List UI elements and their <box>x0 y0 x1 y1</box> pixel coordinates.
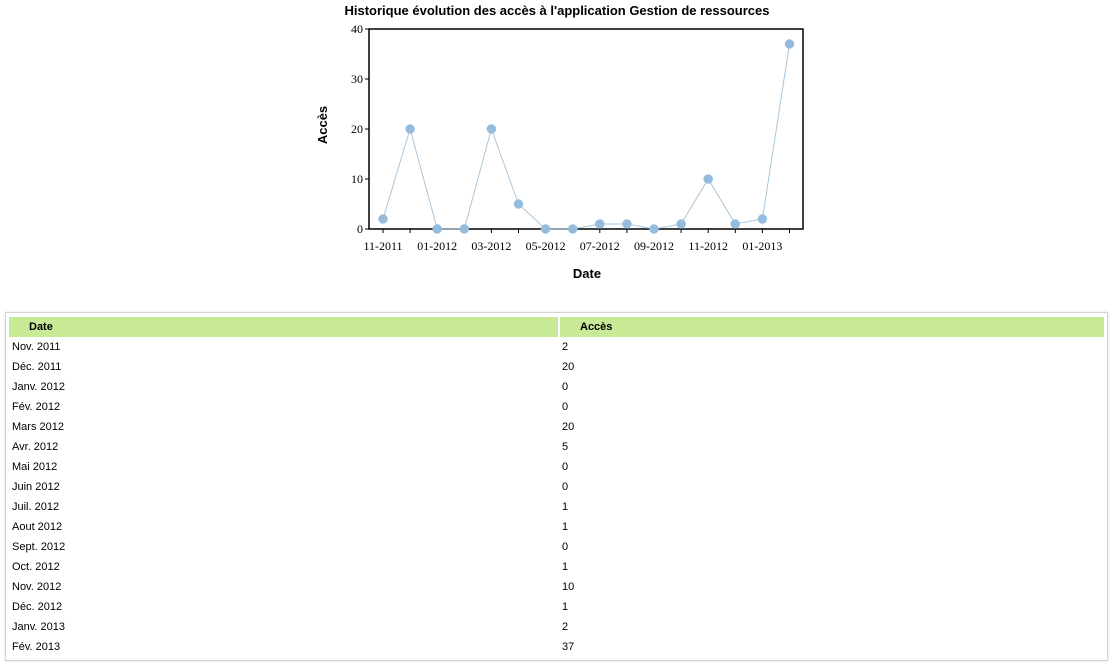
y-tick-label: 30 <box>351 72 363 86</box>
cell-date: Juin 2012 <box>12 481 60 493</box>
data-point[interactable] <box>757 214 768 224</box>
data-point[interactable] <box>459 224 470 234</box>
data-point[interactable] <box>540 224 551 234</box>
x-tick-label: 07-2012 <box>580 239 620 253</box>
cell-acces: 0 <box>562 541 569 553</box>
cell-acces: 0 <box>562 381 569 393</box>
cell-date: Juil. 2012 <box>12 501 60 513</box>
y-axis-label: Accès <box>315 106 330 144</box>
line-chart: Historique évolution des accès à l'appli… <box>315 3 804 281</box>
cell-acces: 1 <box>562 601 569 613</box>
y-tick-label: 20 <box>351 122 363 136</box>
table-row: Avr. 2012 5 <box>9 437 1104 457</box>
x-tick-label: 01-2012 <box>417 239 457 253</box>
table-row: Sept. 2012 0 <box>9 537 1104 557</box>
data-point[interactable] <box>378 214 388 224</box>
data-table: Date Accès Nov. 2011 2 Déc. 2011 20 Janv. 20… <box>9 317 1104 657</box>
table-row: Janv. 2013 2 <box>9 617 1104 637</box>
cell-date: Aout 2012 <box>12 521 63 533</box>
y-tick-label: 0 <box>357 222 363 236</box>
cell-date: Avr. 2012 <box>12 441 59 453</box>
cell-date: Janv. 2013 <box>12 621 66 633</box>
plot-frame <box>368 28 804 230</box>
data-point[interactable] <box>432 224 442 234</box>
table-row: Juil. 2012 1 <box>9 497 1104 517</box>
series-line <box>382 43 790 230</box>
cell-acces: 1 <box>562 521 569 533</box>
cell-date: Fév. 2013 <box>12 641 61 653</box>
cell-acces: 1 <box>562 501 569 513</box>
table-row: Juin 2012 0 <box>9 477 1104 497</box>
chart-title: Historique évolution des accès à l'appli… <box>344 3 769 18</box>
table-row: Fév. 2012 0 <box>9 397 1104 417</box>
table-row: Nov. 2011 2 <box>9 337 1104 357</box>
data-point[interactable] <box>567 224 578 234</box>
x-tick-label: 01-2013 <box>742 239 782 253</box>
cell-acces: 2 <box>562 621 569 633</box>
cell-date: Mars 2012 <box>12 421 64 433</box>
x-axis: 11-2011 01-2012 03-2012 05-2012 07-2012 09-20… <box>363 229 790 253</box>
table-row: Nov. 2012 10 <box>9 577 1104 597</box>
cell-acces: 20 <box>562 421 575 433</box>
data-point[interactable] <box>622 219 632 229</box>
cell-acces: 5 <box>562 441 569 453</box>
table-row: Déc. 2011 20 <box>9 357 1104 377</box>
y-tick-label: 40 <box>351 22 363 36</box>
table-row: Mai 2012 0 <box>9 457 1104 477</box>
cell-acces: 20 <box>562 361 575 373</box>
table-row: Mars 2012 20 <box>9 417 1104 437</box>
column-header-date[interactable]: Date <box>9 317 560 337</box>
x-tick-label: 03-2012 <box>471 239 511 253</box>
cell-date: Mai 2012 <box>12 461 58 473</box>
cell-date: Nov. 2011 <box>12 341 61 353</box>
data-table-panel: Date Accès Nov. 2011 2 Déc. 2011 20 Janv. 20… <box>5 312 1108 661</box>
cell-acces: 2 <box>562 341 569 353</box>
data-point[interactable] <box>513 199 524 209</box>
cell-acces: 0 <box>562 401 569 413</box>
table-header-row: Date Accès <box>9 317 1104 337</box>
cell-date: Fév. 2012 <box>12 401 61 413</box>
table-row: Oct. 2012 1 <box>9 557 1104 577</box>
x-tick-label: 05-2012 <box>526 239 566 253</box>
data-point[interactable] <box>676 219 686 229</box>
column-header-acces[interactable]: Accès <box>559 317 1104 337</box>
table-row: Aout 2012 1 <box>9 517 1104 537</box>
cell-date: Déc. 2012 <box>12 601 63 613</box>
data-point[interactable] <box>703 174 713 184</box>
table-row: Janv. 2012 0 <box>9 377 1104 397</box>
cell-date: Oct. 2012 <box>12 561 60 573</box>
y-tick-label: 10 <box>351 172 363 186</box>
x-axis-label: Date <box>573 266 601 281</box>
data-point[interactable] <box>730 219 741 229</box>
cell-acces: 37 <box>562 641 575 653</box>
cell-acces: 0 <box>562 461 569 473</box>
data-point[interactable] <box>486 124 497 134</box>
cell-acces: 0 <box>562 481 569 493</box>
table-body: Nov. 2011 2 Déc. 2011 20 Janv. 2012 0 Fév. 201… <box>9 337 1104 657</box>
table-row: Déc. 2012 1 <box>9 597 1104 617</box>
data-point[interactable] <box>784 39 795 49</box>
cell-acces: 10 <box>562 581 575 593</box>
x-tick-label: 11-2011 <box>363 239 402 253</box>
data-point[interactable] <box>595 219 605 229</box>
x-tick-label: 09-2012 <box>634 239 674 253</box>
cell-acces: 1 <box>562 561 569 573</box>
table-row: Fév. 2013 37 <box>9 637 1104 657</box>
cell-date: Nov. 2012 <box>12 581 62 593</box>
cell-date: Sept. 2012 <box>12 541 66 553</box>
data-point[interactable] <box>405 124 415 134</box>
data-point[interactable] <box>649 224 659 234</box>
x-tick-label: 11-2012 <box>688 239 728 253</box>
cell-date: Janv. 2012 <box>12 381 66 393</box>
series-group <box>378 39 795 234</box>
y-axis: 0 10 20 30 40 <box>351 22 369 236</box>
cell-date: Déc. 2011 <box>12 361 62 373</box>
